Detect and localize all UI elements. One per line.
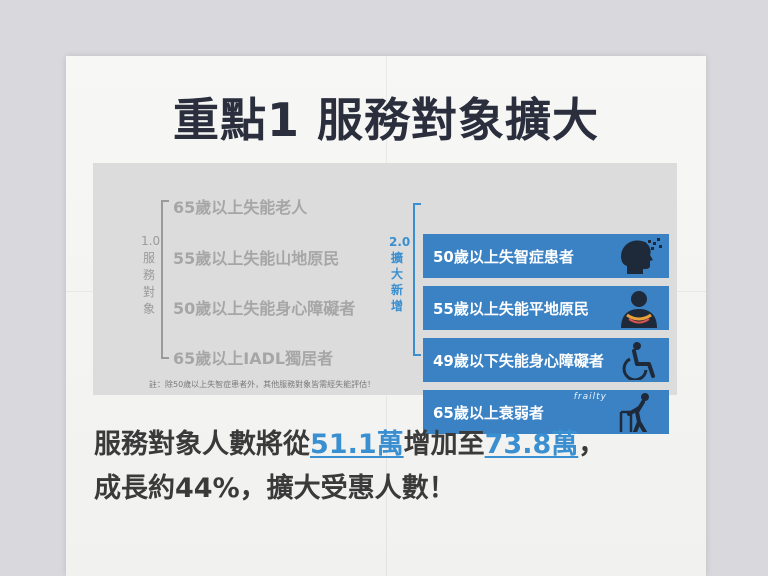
summary-text: 服務對象人數將從 bbox=[94, 429, 310, 460]
walker-elder-icon bbox=[619, 393, 649, 432]
right-item-label: 50歲以上失智症患者 bbox=[433, 248, 574, 266]
frailty-tag: frailty bbox=[573, 392, 607, 402]
page-title: 重點1 服務對象擴大 bbox=[172, 93, 600, 147]
summary-line-2: 成長約44%，擴大受惠人數！ bbox=[94, 473, 456, 504]
right-list-item: 50歲以上失智症患者 bbox=[423, 234, 669, 278]
right-item-label: 65歲以上衰弱者 bbox=[433, 404, 544, 422]
left-group-label: 1.0 服 務 對 象 bbox=[141, 233, 161, 318]
indigenous-person-icon bbox=[621, 291, 657, 328]
right-list-item: 49歲以下失能身心障礙者 bbox=[423, 338, 669, 382]
right-label-char: 增 bbox=[390, 299, 403, 313]
right-label-char: 新 bbox=[390, 283, 403, 297]
right-item-label: 49歲以下失能身心障礙者 bbox=[433, 352, 604, 370]
left-label-char: 對 bbox=[142, 285, 155, 299]
to-value: 73.8萬 bbox=[484, 429, 579, 460]
right-bracket bbox=[413, 203, 421, 356]
footnote: 註：除50歲以上失智症患者外，其他服務對象皆需經失能評估！ bbox=[149, 380, 376, 389]
from-value: 51.1萬 bbox=[310, 429, 404, 460]
right-label-char: 擴 bbox=[390, 251, 403, 265]
left-label-char: 務 bbox=[142, 268, 155, 282]
wheelchair-icon bbox=[622, 342, 655, 380]
summary-text: ， bbox=[578, 429, 606, 460]
right-group-label: 2.0 擴 大 新 增 bbox=[389, 234, 411, 314]
left-list-item: 65歲以上IADL獨居者 bbox=[173, 349, 334, 368]
left-list-item: 50歲以上失能身心障礙者 bbox=[173, 299, 356, 318]
right-list-item: 65歲以上衰弱者 frailty bbox=[423, 390, 669, 434]
left-list-item: 65歲以上失能老人 bbox=[173, 198, 308, 217]
left-label-char: 象 bbox=[142, 302, 155, 316]
dementia-head-icon bbox=[621, 238, 662, 274]
paper-sheet: 重點1 服務對象擴大 1.0 服 務 對 象 65歲以上失能老人 55歲以上失能… bbox=[66, 56, 706, 576]
left-label-char: 服 bbox=[142, 251, 155, 265]
right-label-char: 大 bbox=[390, 267, 403, 281]
right-item-label: 55歲以上失能平地原民 bbox=[433, 300, 589, 318]
comparison-panel: 1.0 服 務 對 象 65歲以上失能老人 55歲以上失能山地原民 50歲以上失… bbox=[93, 163, 677, 434]
summary-line-1: 服務對象人數將從51.1萬增加至73.8萬， bbox=[94, 422, 605, 461]
left-label-char: 1.0 bbox=[141, 234, 161, 248]
summary-text: 增加至 bbox=[403, 429, 485, 460]
left-list-item: 55歲以上失能山地原民 bbox=[173, 249, 340, 268]
left-bracket bbox=[161, 200, 169, 359]
right-label-char: 2.0 bbox=[389, 235, 411, 249]
right-list-item: 55歲以上失能平地原民 bbox=[423, 286, 669, 330]
